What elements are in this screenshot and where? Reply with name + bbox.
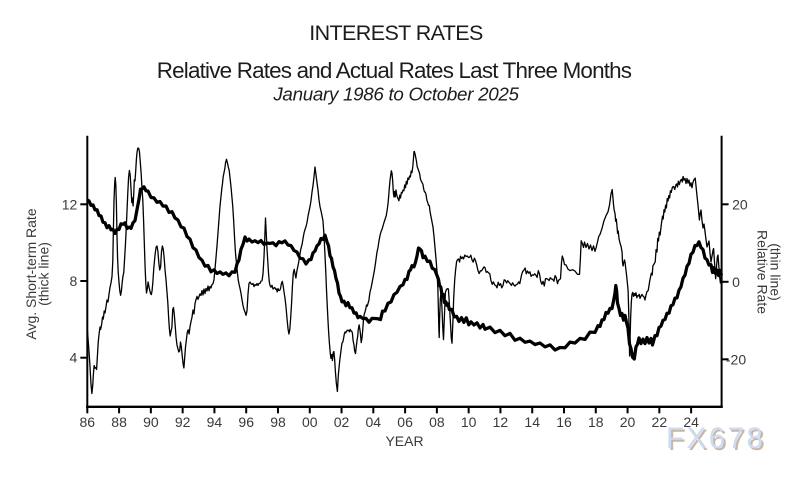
svg-text:Avg. Short-term Rate: Avg. Short-term Rate — [23, 208, 39, 339]
svg-text:YEAR: YEAR — [385, 433, 423, 449]
svg-text:January 1986 to October 2025: January 1986 to October 2025 — [272, 84, 519, 105]
svg-text:06: 06 — [397, 414, 413, 430]
svg-text:02: 02 — [334, 414, 350, 430]
svg-text:16: 16 — [556, 414, 572, 430]
svg-text:92: 92 — [175, 414, 191, 430]
svg-text:INTEREST RATES: INTEREST RATES — [309, 21, 483, 45]
svg-text:20: 20 — [732, 196, 748, 212]
svg-text:00: 00 — [302, 414, 318, 430]
svg-text:-20: -20 — [726, 351, 746, 367]
svg-text:Relative Rate: Relative Rate — [755, 230, 771, 314]
svg-text:0: 0 — [732, 274, 740, 290]
svg-text:12: 12 — [62, 196, 78, 212]
svg-text:10: 10 — [461, 414, 477, 430]
svg-text:90: 90 — [143, 414, 159, 430]
svg-text:88: 88 — [111, 414, 127, 430]
svg-text:86: 86 — [80, 414, 96, 430]
svg-text:FX678: FX678 — [666, 422, 765, 455]
svg-text:24: 24 — [683, 414, 699, 430]
svg-text:18: 18 — [588, 414, 604, 430]
svg-text:(thin line): (thin line) — [768, 243, 784, 301]
svg-text:08: 08 — [429, 414, 445, 430]
svg-text:22: 22 — [652, 414, 668, 430]
svg-text:20: 20 — [620, 414, 636, 430]
svg-text:94: 94 — [207, 414, 223, 430]
svg-text:98: 98 — [270, 414, 286, 430]
svg-text:(thick line): (thick line) — [36, 242, 52, 306]
svg-text:12: 12 — [493, 414, 509, 430]
svg-text:14: 14 — [524, 414, 540, 430]
svg-text:04: 04 — [366, 414, 382, 430]
svg-text:4: 4 — [70, 350, 78, 366]
svg-text:96: 96 — [238, 414, 254, 430]
svg-text:8: 8 — [70, 273, 78, 289]
svg-text:Relative Rates and Actual Rate: Relative Rates and Actual Rates Last Thr… — [157, 58, 632, 83]
